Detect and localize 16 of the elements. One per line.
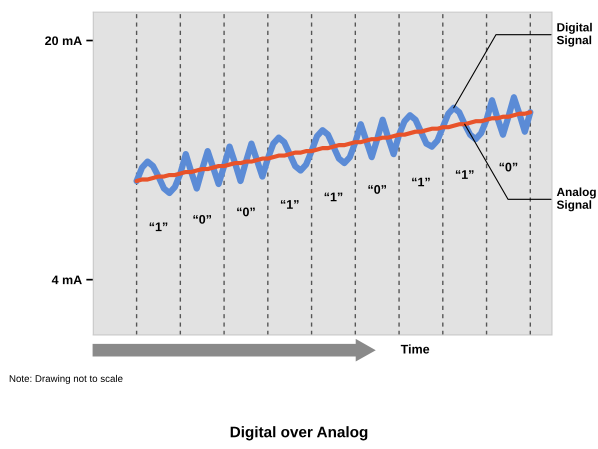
annotation: “1” (150, 222, 168, 232)
text: Note: Drawing not to scale (10, 374, 123, 384)
text: Digital Signal (556, 22, 592, 47)
annotation: “0” (500, 162, 518, 172)
annotation: “1” (456, 170, 474, 179)
y-tick-label: 20 mA (45, 36, 82, 46)
annotation: “1” (280, 200, 298, 209)
annotation: “1” (412, 178, 430, 186)
text: Digital over Analog (230, 426, 368, 440)
annotation: “0” (368, 185, 386, 194)
y-tick-label: 4 mA (52, 276, 82, 284)
x-axis-title: Time (400, 344, 430, 354)
text: Analog Signal (556, 187, 596, 212)
annotation: “0” (193, 214, 212, 224)
annotation: “0” (237, 207, 255, 216)
annotation: “1” (324, 192, 342, 202)
